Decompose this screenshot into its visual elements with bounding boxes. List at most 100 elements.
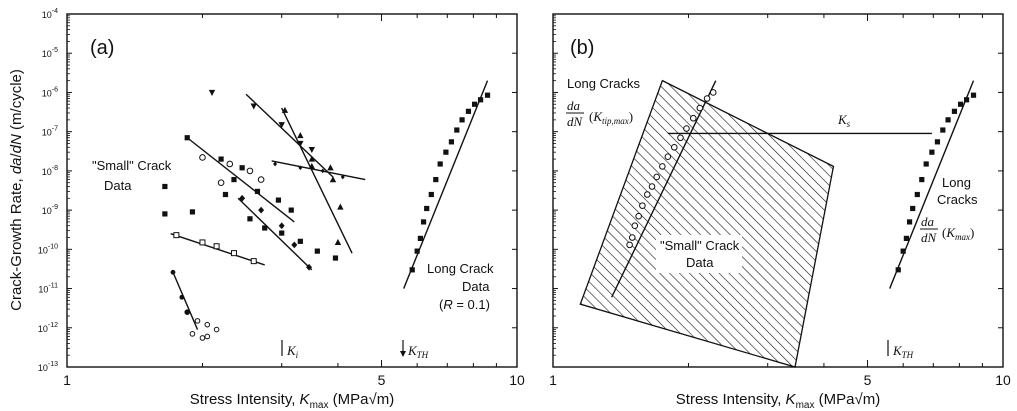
point-triangle-down <box>278 122 285 129</box>
point-open-circle <box>703 95 711 102</box>
point-diamond <box>239 194 246 202</box>
fit-line <box>611 80 717 298</box>
point-diamond <box>278 222 285 230</box>
point-diamond <box>306 263 313 271</box>
point-open-circle <box>689 114 697 122</box>
annotation-small-crack-a: "Small" Crack <box>92 158 172 173</box>
point-square <box>218 156 224 162</box>
point-triangle-down <box>250 103 257 110</box>
y-axis-label: Crack-Growth Rate, da/dN (m/cycle) <box>8 69 25 311</box>
point-square <box>254 188 261 194</box>
panel-label-b: (b) <box>570 37 594 59</box>
point-square <box>900 248 906 254</box>
point-circle <box>179 294 185 300</box>
point-square <box>914 191 920 198</box>
x-tick-label: 1 <box>549 372 557 388</box>
fit-line <box>889 80 975 289</box>
point-open-circle <box>246 167 254 175</box>
y-tick-label: 10-12 <box>38 322 58 334</box>
point-square <box>895 267 901 273</box>
annotation-dadn-ktip: da <box>567 98 581 113</box>
point-square <box>465 108 472 114</box>
point-triangle-down <box>297 140 304 147</box>
point-square <box>184 135 190 141</box>
y-tick-label: 10-9 <box>42 204 58 216</box>
point-triangle-up <box>281 106 289 113</box>
y-tick-label: 10-10 <box>38 243 58 255</box>
point-triangle-up <box>327 164 334 171</box>
point-open-circle <box>631 222 639 230</box>
point-diamond <box>291 241 298 249</box>
point-open-circle <box>204 333 211 340</box>
point-open-circle <box>217 179 225 186</box>
point-square <box>906 219 913 225</box>
data-points-a <box>162 89 491 341</box>
data-points-b <box>626 89 977 273</box>
point-square <box>297 238 303 244</box>
point-open-circle <box>199 154 206 161</box>
point-open-circle <box>648 183 656 190</box>
annotation-dadn-kmax-den: dN <box>921 230 938 245</box>
point-square <box>923 161 929 167</box>
point-square <box>409 267 415 273</box>
point-open-circle <box>683 125 690 132</box>
plot-frame-b <box>552 13 1004 368</box>
point-open-circle <box>189 331 196 337</box>
point-square <box>929 149 935 155</box>
point-square <box>279 230 285 236</box>
y-tick-label: 10-8 <box>42 165 58 177</box>
point-square <box>437 161 443 167</box>
point-square <box>162 183 168 190</box>
point-square <box>477 97 484 103</box>
fit-line <box>172 272 199 330</box>
point-open-circle <box>257 176 265 183</box>
y-tick-label: 10-4 <box>42 8 58 20</box>
annotation-ktip-arg: (Ktip,max) <box>589 109 633 126</box>
fit-lines-a <box>170 80 489 330</box>
annotation-data-a: Data <box>104 178 132 193</box>
point-open-circle <box>643 191 651 198</box>
annotation-long-b: Long <box>942 175 971 190</box>
point-open-square <box>199 239 206 246</box>
point-square <box>314 248 320 254</box>
kth-arrowhead-a <box>400 351 406 357</box>
point-open-circle <box>653 173 661 181</box>
annotation-cracks-b: Cracks <box>937 192 978 207</box>
point-open-circle <box>628 234 636 241</box>
plot-frame-a <box>66 13 518 368</box>
point-square <box>417 235 423 241</box>
point-square <box>332 255 339 261</box>
point-square <box>231 176 237 183</box>
point-open-circle <box>626 241 633 249</box>
point-square <box>239 165 245 171</box>
point-circle <box>170 269 176 275</box>
x-tick-label: 10 <box>509 372 525 388</box>
point-small-diamond <box>298 165 303 171</box>
point-square <box>472 101 478 107</box>
point-square <box>288 207 294 213</box>
point-square <box>970 92 977 98</box>
point-open-circle <box>635 212 642 220</box>
point-square <box>919 176 925 183</box>
point-square <box>910 205 916 212</box>
point-square <box>484 92 491 98</box>
x-tick-label: 1 <box>63 372 71 388</box>
point-square <box>951 108 958 114</box>
point-triangle-up <box>297 131 304 139</box>
point-open-circle <box>194 318 201 324</box>
annotation-dadn-kmax: da <box>921 214 935 229</box>
point-square <box>433 176 439 183</box>
point-square <box>247 216 253 222</box>
ki-label: Ki <box>286 343 299 360</box>
annotation-long-crack-data: Data <box>462 279 490 294</box>
y-tick-label: 10-5 <box>42 47 58 59</box>
point-square <box>162 211 168 217</box>
point-square <box>454 127 460 133</box>
ks-label: Ks <box>837 112 851 129</box>
point-square <box>262 225 268 231</box>
annotation-r-value: (R = 0.1) <box>439 297 490 312</box>
panel-label-a: (a) <box>90 37 114 59</box>
annotation-kmax-arg: (Kmax) <box>942 225 974 242</box>
point-small-diamond <box>340 174 345 180</box>
